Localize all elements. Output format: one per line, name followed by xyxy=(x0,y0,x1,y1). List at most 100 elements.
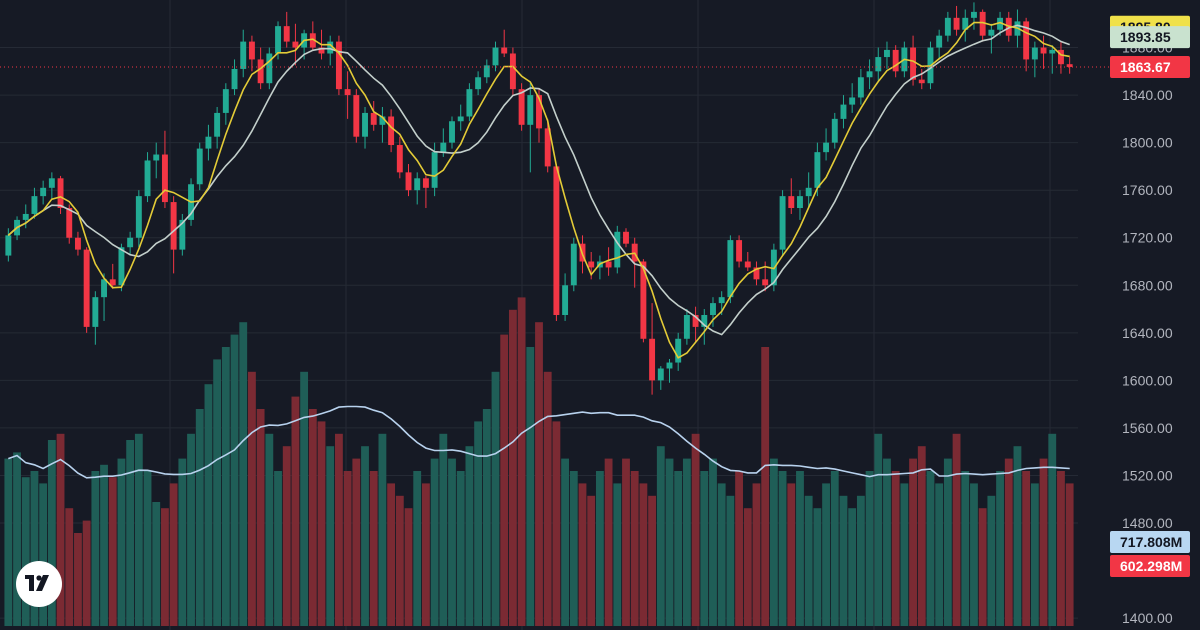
candle-body xyxy=(40,187,47,197)
volume-bar xyxy=(587,495,596,626)
candle-body xyxy=(971,11,977,18)
candle-body xyxy=(553,166,560,315)
volume-bar xyxy=(769,458,778,626)
candle-body xyxy=(1023,21,1030,60)
price-tick-label: 1600.00 xyxy=(1122,372,1173,388)
candle-body xyxy=(309,33,316,48)
volume-bar xyxy=(1065,483,1074,626)
volume-bar xyxy=(639,483,648,626)
volume-bar xyxy=(1039,458,1048,626)
candle-body xyxy=(475,77,482,90)
candle-body xyxy=(501,47,508,54)
price-tick-label: 1520.00 xyxy=(1122,467,1173,483)
volume-bar xyxy=(308,409,317,626)
candle-body xyxy=(101,279,107,298)
price-tick-label: 1640.00 xyxy=(1122,325,1173,341)
candle-body xyxy=(640,261,647,339)
volume-bar xyxy=(691,433,700,626)
tradingview-logo-icon[interactable] xyxy=(16,561,62,607)
candle-body xyxy=(31,196,38,214)
candle-body xyxy=(614,231,621,268)
candle-body xyxy=(884,49,890,58)
volume-bar xyxy=(65,508,74,626)
volume-bar xyxy=(456,471,465,626)
candle-body xyxy=(144,160,151,197)
volume-bar xyxy=(230,334,239,626)
volume-bar xyxy=(630,471,639,626)
volume-bar xyxy=(813,508,822,626)
volume-bar xyxy=(761,347,770,626)
candle-body xyxy=(814,152,821,188)
candle-body xyxy=(979,11,986,36)
candle-body xyxy=(414,178,421,191)
candle-body xyxy=(588,261,595,268)
volume-bar xyxy=(1048,433,1057,626)
candle-body xyxy=(788,196,795,209)
volume-bar xyxy=(595,471,604,626)
volume-bar xyxy=(56,433,65,626)
volume-bar xyxy=(787,483,796,626)
volume-bar xyxy=(91,471,100,626)
volume-bar xyxy=(804,495,813,626)
candle-body xyxy=(562,285,569,315)
candle-body xyxy=(335,41,342,90)
volume-bar xyxy=(1030,483,1039,626)
candle-body xyxy=(240,41,247,69)
volume-bar xyxy=(395,495,404,626)
volume-bar xyxy=(1022,471,1031,626)
candle-body xyxy=(83,249,90,327)
candle-body xyxy=(675,338,682,363)
volume-bar xyxy=(796,471,804,626)
volume-bar xyxy=(604,458,613,626)
volume-bar xyxy=(735,471,743,626)
candle-body xyxy=(283,26,290,42)
price-badge-1-bg xyxy=(1110,26,1190,49)
volume-bar xyxy=(561,458,570,626)
candle-body xyxy=(797,196,803,209)
volume-bar xyxy=(656,446,665,626)
candle-body xyxy=(875,57,882,72)
candle-body xyxy=(118,247,125,286)
volume-bar xyxy=(4,458,13,626)
volume-ma-polyline xyxy=(8,405,1070,479)
candle-body xyxy=(422,178,429,188)
volume-badge-1-text: 602.298M xyxy=(1120,558,1182,574)
price-tick-label: 1680.00 xyxy=(1122,277,1173,293)
volume-bar xyxy=(100,464,108,626)
candle-body xyxy=(127,237,134,248)
volume-bar xyxy=(300,371,309,626)
candle-body xyxy=(536,95,542,129)
candle-body xyxy=(22,213,29,220)
volume-bar xyxy=(274,471,282,626)
volume-bar xyxy=(839,495,848,626)
price-badge-1-text: 1893.85 xyxy=(1120,29,1171,45)
volume-bar xyxy=(517,297,526,626)
candle-body xyxy=(683,315,690,339)
volume-bar xyxy=(778,471,787,626)
volume-bar xyxy=(952,433,961,626)
volume-bar xyxy=(30,471,39,626)
price-tick-label: 1400.00 xyxy=(1122,610,1173,626)
volume-bar xyxy=(39,483,48,626)
candle-body xyxy=(605,261,612,268)
candle-body xyxy=(744,261,751,268)
candle-body xyxy=(205,136,212,149)
volume-bar xyxy=(726,495,735,626)
volume-bar xyxy=(352,458,361,626)
volume-bar xyxy=(613,483,622,626)
candle-body xyxy=(623,231,629,244)
volume-bar xyxy=(674,471,683,626)
candle-body xyxy=(318,47,325,54)
candle-body xyxy=(179,219,186,250)
candle-body xyxy=(196,148,203,185)
volume-bar xyxy=(291,396,300,626)
volume-bar xyxy=(578,483,587,626)
volume-bar xyxy=(665,458,674,626)
volume-bar xyxy=(369,471,378,626)
candle-body xyxy=(222,89,229,113)
volume-bar xyxy=(743,508,752,626)
candle-body xyxy=(1066,64,1073,67)
candle-body xyxy=(492,47,499,66)
